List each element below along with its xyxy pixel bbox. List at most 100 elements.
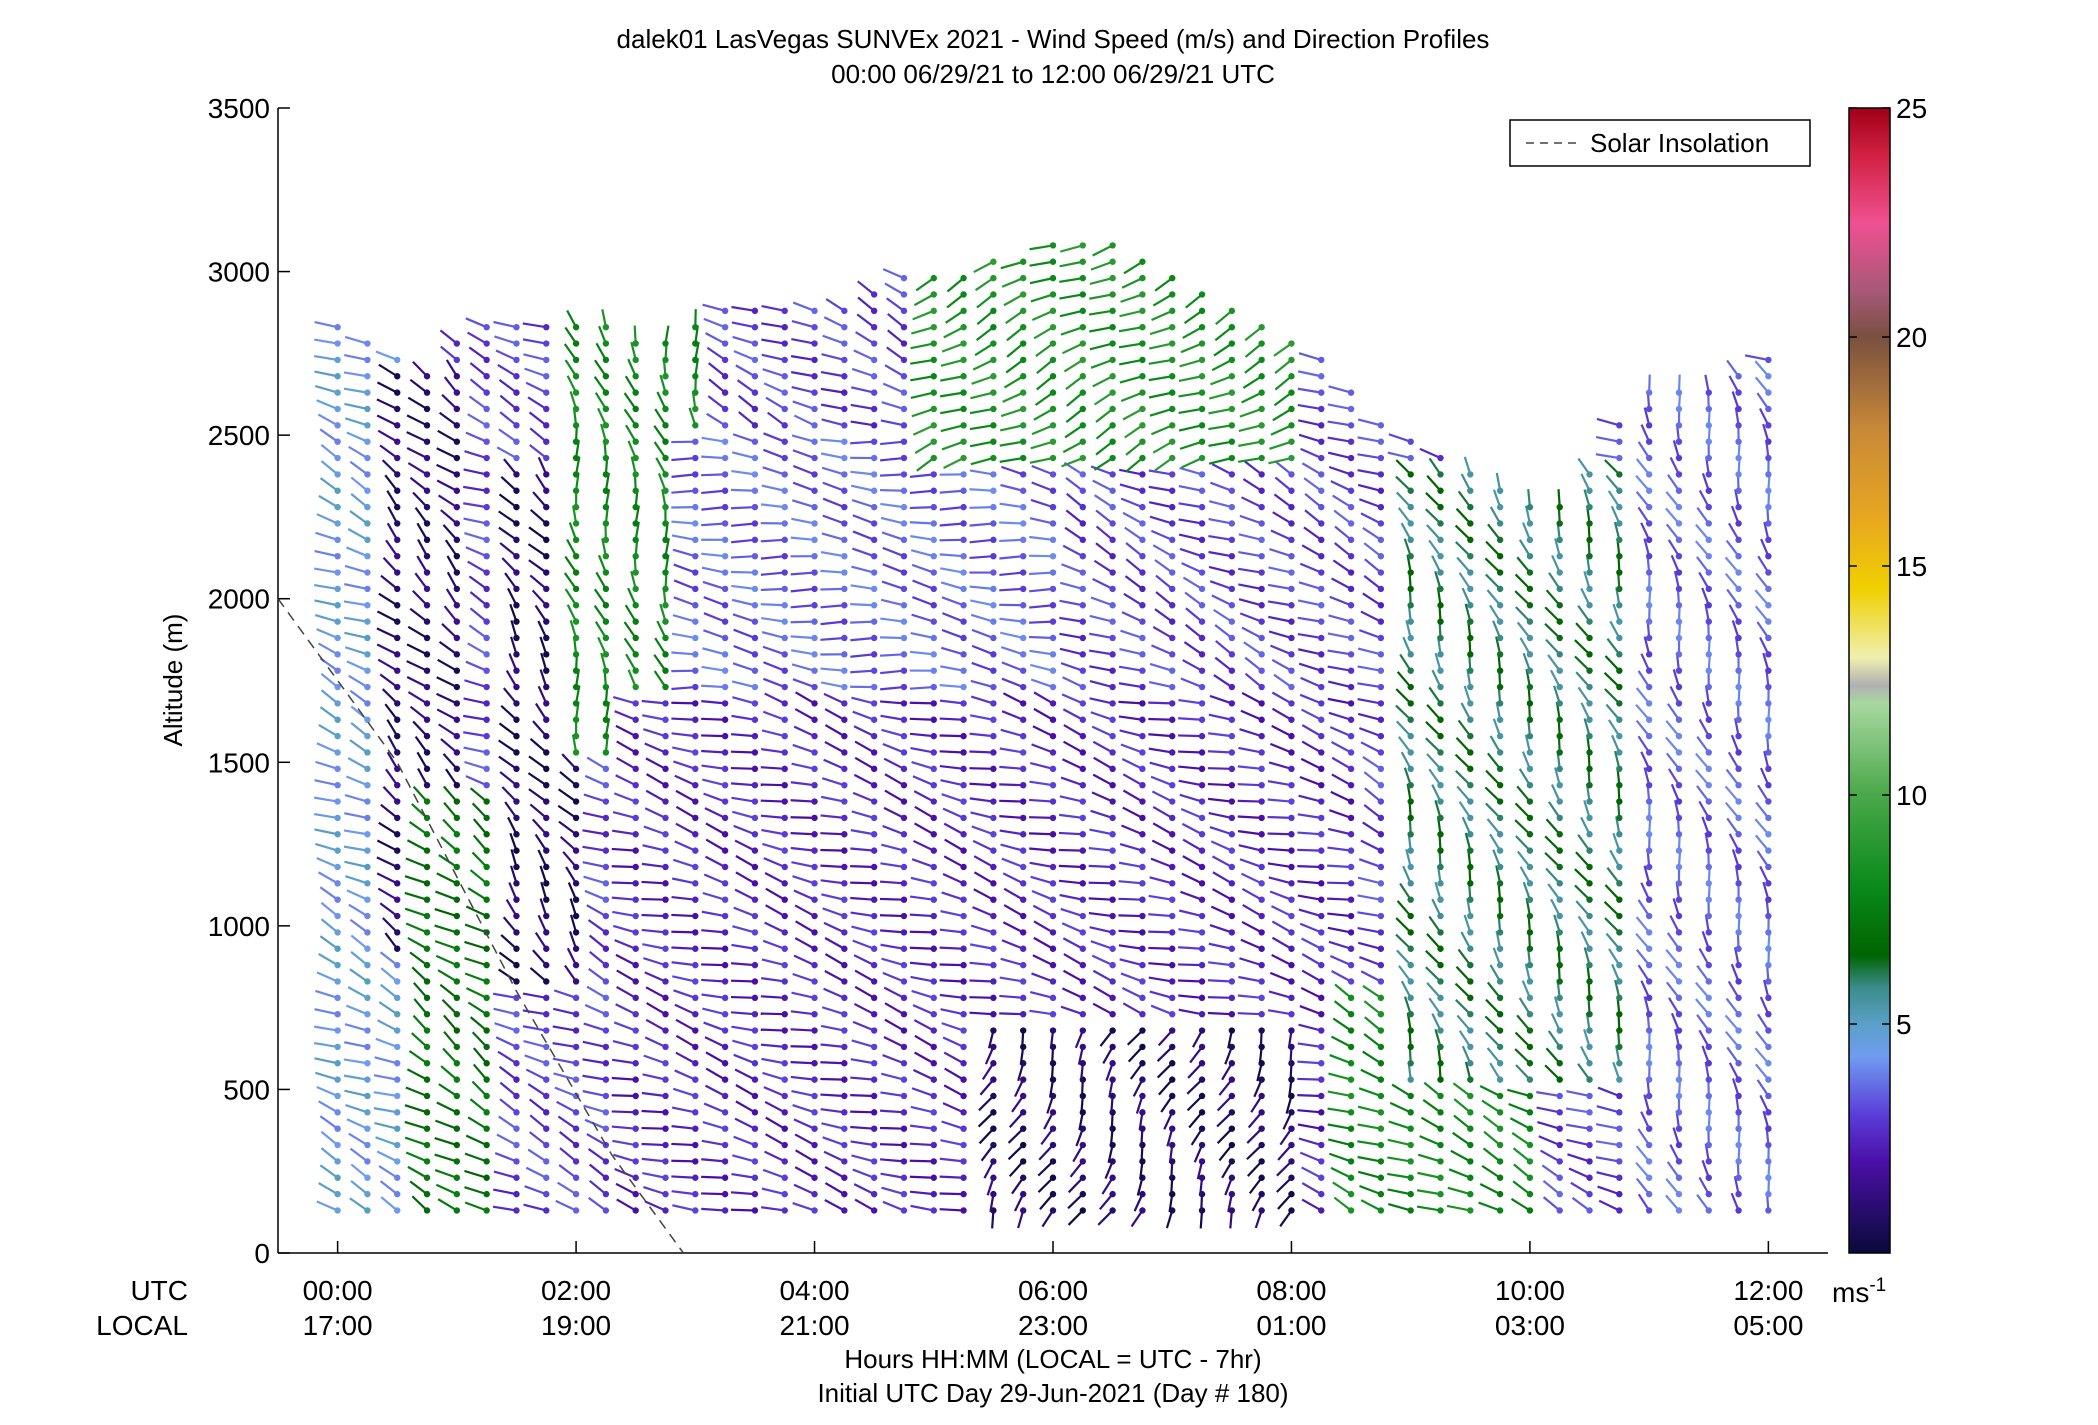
- wind-barb-point: [1675, 1141, 1683, 1149]
- wind-barb-shaft: [1453, 1114, 1471, 1130]
- wind-barb-point: [483, 323, 490, 331]
- wind-barb-point: [394, 422, 401, 429]
- wind-barb-point: [1467, 961, 1474, 969]
- wind-barb-shaft: [1149, 407, 1173, 417]
- wind-barb-shaft: [1178, 485, 1203, 492]
- wind-barb-shaft: [1209, 825, 1233, 836]
- wind-barb-shaft: [378, 1001, 398, 1016]
- wind-barb-point: [900, 1060, 908, 1067]
- wind-barb-point: [870, 683, 878, 691]
- wind-barb-point: [900, 373, 908, 380]
- wind-barb-point: [1616, 798, 1623, 805]
- wind-barb-shaft: [1034, 391, 1054, 406]
- wind-barb-shaft: [915, 277, 935, 292]
- wind-barb-point: [930, 520, 937, 527]
- wind-barb-shaft: [377, 887, 398, 901]
- wind-barb-point: [1437, 978, 1444, 985]
- wind-barb-point: [1019, 323, 1027, 331]
- wind-barb-point: [751, 912, 759, 920]
- wind-barb-point: [930, 340, 937, 347]
- wind-barb-point: [1318, 1141, 1325, 1149]
- wind-barbs: [313, 242, 1772, 1229]
- wind-barb-shaft: [1095, 440, 1114, 456]
- wind-barb-shaft: [969, 440, 994, 448]
- wind-barb-shaft: [1250, 1095, 1263, 1113]
- wind-barb-point: [1198, 405, 1206, 413]
- wind-barb-shaft: [1059, 616, 1083, 623]
- wind-barb-shaft: [1271, 691, 1293, 705]
- wind-barb-point: [1556, 1060, 1563, 1067]
- wind-barb-shaft: [344, 402, 368, 411]
- wind-barb-point: [423, 667, 431, 674]
- wind-barb-shaft: [909, 946, 934, 950]
- wind-barb-point: [1169, 961, 1176, 969]
- wind-barb-point: [1556, 503, 1563, 511]
- wind-barb-shaft: [914, 440, 935, 455]
- wind-barb-shaft: [349, 1197, 369, 1212]
- wind-barb-point: [1228, 1141, 1236, 1149]
- wind-barb-point: [960, 651, 967, 658]
- wind-barb-shaft: [471, 851, 488, 868]
- wind-barb-point: [960, 863, 967, 871]
- wind-barb-point: [990, 1027, 997, 1034]
- wind-barb-point: [1228, 1174, 1236, 1181]
- wind-barb-shaft: [1029, 861, 1054, 869]
- wind-barb-shaft: [1180, 890, 1203, 901]
- wind-barb-shaft: [413, 982, 428, 999]
- wind-barb-point: [781, 307, 788, 315]
- wind-barb-point: [1586, 1207, 1593, 1214]
- wind-barb-shaft: [1358, 858, 1382, 869]
- wind-barb-point: [721, 1092, 729, 1100]
- wind-barb-point: [900, 667, 908, 674]
- wind-barb-shaft: [675, 1034, 696, 1048]
- wind-barb-shaft: [443, 801, 458, 819]
- wind-barb-point: [1675, 1125, 1683, 1132]
- wind-barb-point: [811, 585, 818, 593]
- wind-barb-point: [1467, 585, 1474, 593]
- wind-barb-point: [1675, 438, 1683, 445]
- wind-barb-shaft: [763, 382, 786, 394]
- wind-barb-shaft: [1151, 644, 1173, 656]
- wind-barb-shaft: [939, 391, 964, 398]
- wind-barb-point: [1556, 1092, 1563, 1100]
- wind-barb-point: [572, 373, 580, 380]
- wind-barb-shaft: [999, 783, 1024, 787]
- wind-barb-point: [721, 1141, 729, 1149]
- wind-barb-point: [1437, 700, 1444, 707]
- wind-barb-point: [1228, 1158, 1236, 1165]
- wind-barb-point: [811, 896, 818, 903]
- wind-barb-shaft: [440, 509, 458, 525]
- wind-barb-point: [1645, 389, 1653, 396]
- wind-barb-shaft: [464, 1152, 488, 1163]
- wind-barb-point: [1616, 552, 1623, 560]
- wind-barb-point: [811, 634, 818, 642]
- wind-barb-shaft: [315, 1071, 338, 1081]
- wind-barb-point: [1258, 552, 1265, 560]
- wind-barb-shaft: [1417, 1171, 1441, 1179]
- wind-barb-point: [1616, 1060, 1623, 1067]
- wind-barb-shaft: [1300, 986, 1322, 999]
- wind-barb-point: [394, 896, 401, 903]
- wind-barb-shaft: [1031, 972, 1054, 983]
- wind-barb-shaft: [1122, 408, 1143, 421]
- wind-barb-point: [334, 356, 341, 364]
- wind-barb-point: [543, 503, 550, 511]
- wind-barb-shaft: [731, 598, 756, 607]
- wind-barb-point: [1169, 765, 1176, 773]
- wind-barb-point: [870, 471, 878, 478]
- wind-barb-point: [1616, 896, 1623, 903]
- wind-barb-shaft: [1093, 559, 1114, 574]
- wind-barb-point: [721, 912, 729, 920]
- wind-barb-shaft: [593, 605, 607, 623]
- wind-barb-point: [1228, 602, 1236, 609]
- wind-barb-point: [513, 1174, 520, 1181]
- wind-barb-shaft: [440, 738, 458, 754]
- wind-barb-shaft: [1279, 1128, 1293, 1146]
- wind-barb-shaft: [912, 579, 935, 590]
- wind-barb-shaft: [939, 946, 964, 950]
- wind-barb-shaft: [1178, 1008, 1203, 1016]
- wind-barb-point: [572, 1060, 580, 1067]
- wind-barb-point: [721, 1158, 729, 1165]
- wind-barb-shaft: [1059, 277, 1083, 283]
- wind-barb-shaft: [1088, 309, 1113, 316]
